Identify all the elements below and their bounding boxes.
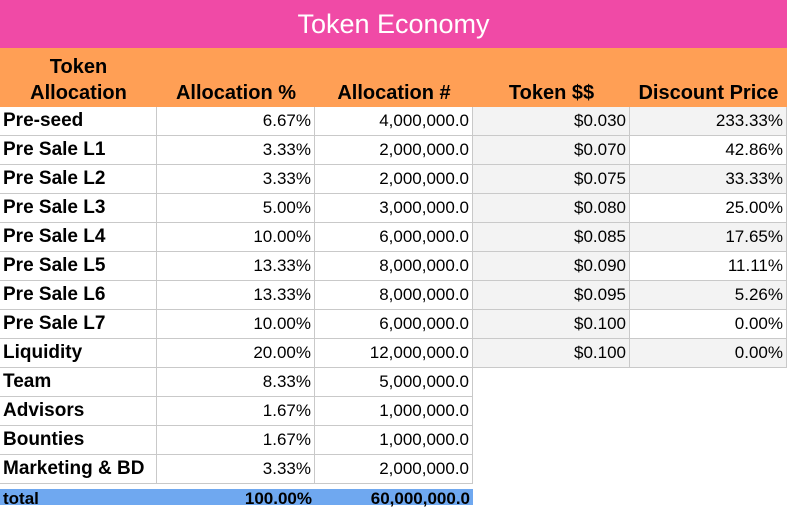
token-price-cell[interactable]: $0.100 (473, 339, 630, 368)
allocation-pct-cell[interactable]: 3.33% (157, 165, 315, 194)
discount-price-cell[interactable]: 17.65% (630, 223, 787, 252)
allocation-pct-cell[interactable]: 1.67% (157, 397, 315, 426)
table-row: Bounties 1.67% 1,000,000.0 (0, 426, 787, 455)
allocation-num-cell[interactable]: 4,000,000.0 (315, 107, 473, 136)
allocation-pct-cell[interactable]: 3.33% (157, 455, 315, 484)
row-label[interactable]: Pre Sale L4 (0, 223, 157, 252)
allocation-pct-cell[interactable]: 10.00% (157, 223, 315, 252)
discount-price-cell[interactable]: 42.86% (630, 136, 787, 165)
sheet-title: Token Economy (0, 0, 787, 48)
table-row: Pre Sale L5 13.33% 8,000,000.0 $0.090 11.11% (0, 252, 787, 281)
token-price-cell[interactable]: $0.085 (473, 223, 630, 252)
token-price-cell[interactable]: $0.075 (473, 165, 630, 194)
table-row: Pre Sale L6 13.33% 8,000,000.0 $0.095 5.26% (0, 281, 787, 310)
total-pct[interactable]: 100.00% (157, 489, 315, 508)
table-row: Team 8.33% 5,000,000.0 (0, 368, 787, 397)
row-label[interactable]: Pre Sale L7 (0, 310, 157, 339)
header-row: Token Allocation Allocation % Allocation… (0, 48, 787, 107)
table-row: Pre Sale L3 5.00% 3,000,000.0 $0.080 25.00% (0, 194, 787, 223)
discount-price-cell[interactable]: 233.33% (630, 107, 787, 136)
row-label[interactable]: Pre Sale L2 (0, 165, 157, 194)
discount-price-cell[interactable]: 5.26% (630, 281, 787, 310)
allocation-pct-cell[interactable]: 10.00% (157, 310, 315, 339)
allocation-pct-cell[interactable]: 20.00% (157, 339, 315, 368)
table-row: Advisors 1.67% 1,000,000.0 (0, 397, 787, 426)
allocation-pct-cell[interactable]: 8.33% (157, 368, 315, 397)
allocation-pct-cell[interactable]: 13.33% (157, 252, 315, 281)
token-price-cell[interactable]: $0.095 (473, 281, 630, 310)
table-row: Pre-seed 6.67% 4,000,000.0 $0.030 233.33% (0, 107, 787, 136)
token-price-cell[interactable]: $0.100 (473, 310, 630, 339)
table-row: Pre Sale L4 10.00% 6,000,000.0 $0.085 17.65% (0, 223, 787, 252)
header-allocation-num[interactable]: Allocation # (337, 82, 451, 104)
row-label[interactable]: Pre Sale L3 (0, 194, 157, 223)
header-token-price[interactable]: Token $$ (508, 82, 595, 104)
token-price-cell[interactable]: $0.080 (473, 194, 630, 223)
discount-price-cell[interactable]: 25.00% (630, 194, 787, 223)
header-allocation-pct[interactable]: Allocation % (175, 82, 296, 104)
total-num[interactable]: 60,000,000.0 (315, 489, 473, 508)
allocation-pct-cell[interactable]: 3.33% (157, 136, 315, 165)
table-row: Pre Sale L2 3.33% 2,000,000.0 $0.075 33.33% (0, 165, 787, 194)
table-row: Marketing & BD 3.33% 2,000,000.0 (0, 455, 787, 484)
allocation-num-cell[interactable]: 1,000,000.0 (315, 397, 473, 426)
row-label[interactable]: Advisors (0, 397, 157, 426)
table-row: Pre Sale L1 3.33% 2,000,000.0 $0.070 42.86% (0, 136, 787, 165)
allocation-num-cell[interactable]: 6,000,000.0 (315, 310, 473, 339)
row-label[interactable]: Team (0, 368, 157, 397)
row-label[interactable]: Bounties (0, 426, 157, 455)
table-row: Liquidity 20.00% 12,000,000.0 $0.100 0.00% (0, 339, 787, 368)
discount-price-cell[interactable]: 0.00% (630, 339, 787, 368)
allocation-num-cell[interactable]: 3,000,000.0 (315, 194, 473, 223)
row-label[interactable]: Pre-seed (0, 107, 157, 136)
header-token-allocation[interactable]: Token Allocation (30, 56, 127, 104)
allocation-num-cell[interactable]: 2,000,000.0 (315, 136, 473, 165)
allocation-num-cell[interactable]: 2,000,000.0 (315, 455, 473, 484)
token-price-cell[interactable]: $0.030 (473, 107, 630, 136)
allocation-num-cell[interactable]: 12,000,000.0 (315, 339, 473, 368)
discount-price-cell[interactable]: 11.11% (630, 252, 787, 281)
token-price-cell[interactable]: $0.090 (473, 252, 630, 281)
table-row: Pre Sale L7 10.00% 6,000,000.0 $0.100 0.00% (0, 310, 787, 339)
allocation-pct-cell[interactable]: 13.33% (157, 281, 315, 310)
allocation-pct-cell[interactable]: 1.67% (157, 426, 315, 455)
allocation-num-cell[interactable]: 2,000,000.0 (315, 165, 473, 194)
allocation-num-cell[interactable]: 6,000,000.0 (315, 223, 473, 252)
allocation-num-cell[interactable]: 5,000,000.0 (315, 368, 473, 397)
row-label[interactable]: Pre Sale L1 (0, 136, 157, 165)
allocation-pct-cell[interactable]: 5.00% (157, 194, 315, 223)
token-price-cell[interactable]: $0.070 (473, 136, 630, 165)
row-label[interactable]: Liquidity (0, 339, 157, 368)
header-discount-price[interactable]: Discount Price (638, 82, 779, 104)
row-label[interactable]: Pre Sale L6 (0, 281, 157, 310)
allocation-pct-cell[interactable]: 6.67% (157, 107, 315, 136)
total-label[interactable]: total (0, 489, 157, 508)
allocation-num-cell[interactable]: 8,000,000.0 (315, 281, 473, 310)
discount-price-cell[interactable]: 0.00% (630, 310, 787, 339)
row-label[interactable]: Marketing & BD (0, 455, 157, 484)
row-label[interactable]: Pre Sale L5 (0, 252, 157, 281)
allocation-num-cell[interactable]: 1,000,000.0 (315, 426, 473, 455)
total-row: total 100.00% 60,000,000.0 (0, 489, 787, 518)
discount-price-cell[interactable]: 33.33% (630, 165, 787, 194)
allocation-num-cell[interactable]: 8,000,000.0 (315, 252, 473, 281)
